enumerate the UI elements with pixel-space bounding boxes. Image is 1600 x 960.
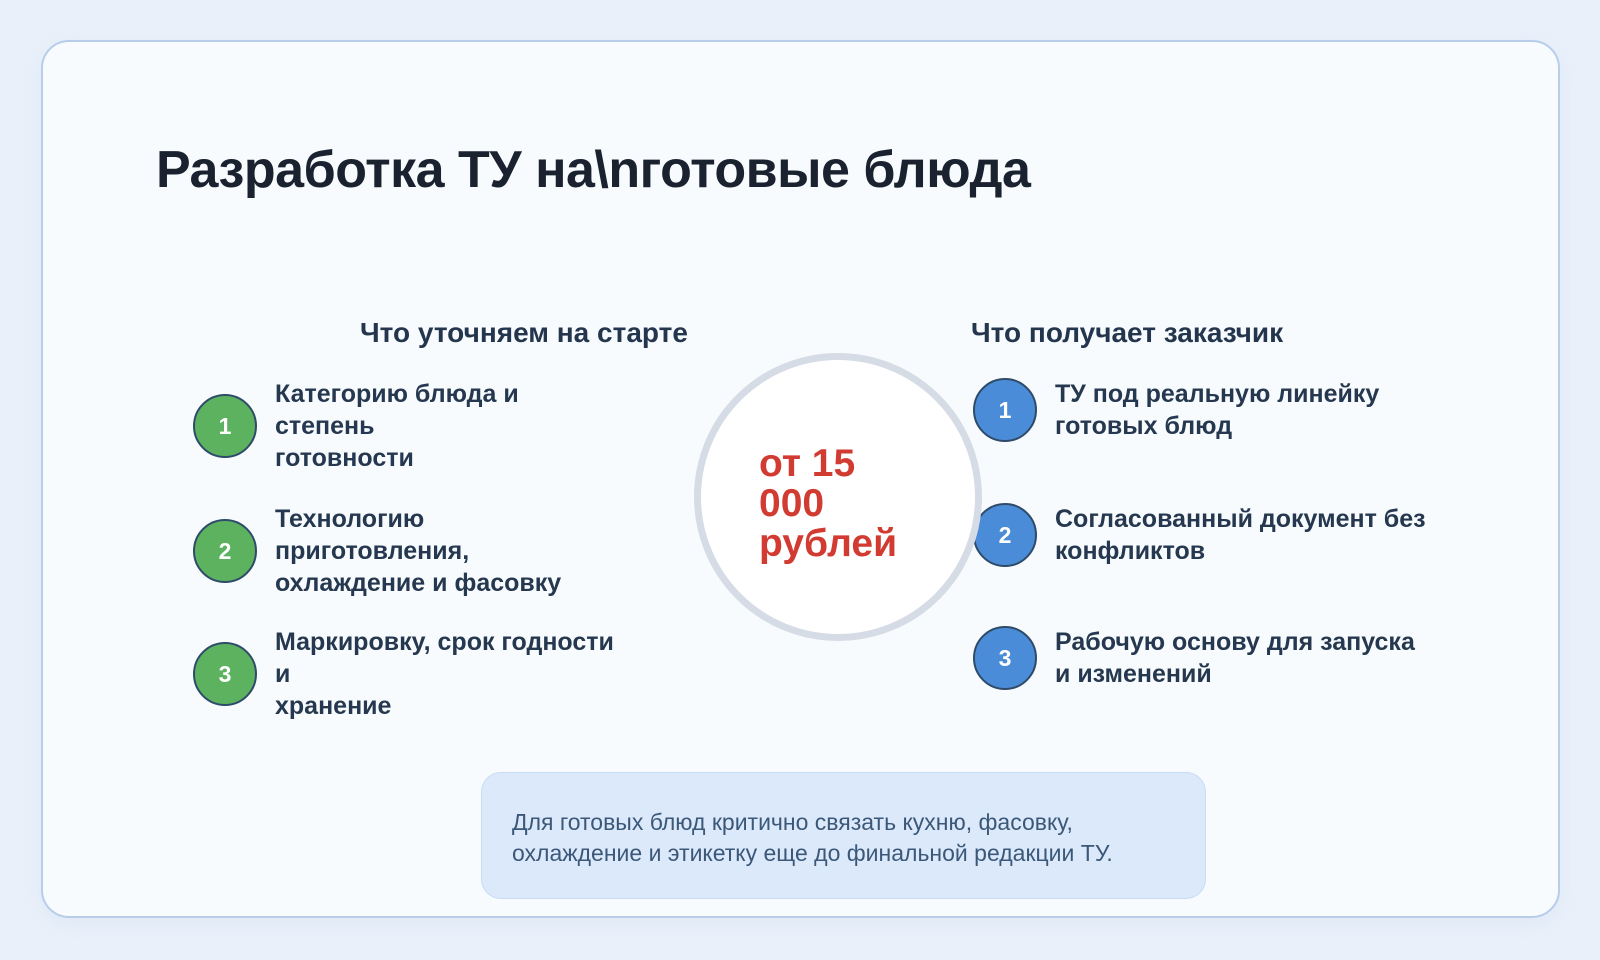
note-text: Для готовых блюд критично связать кухню,… bbox=[512, 809, 1113, 866]
right-item-3-number-badge: 3 bbox=[973, 626, 1037, 690]
price-circle: от 15 000 рублей bbox=[694, 353, 982, 641]
right-column-header: Что получает заказчик bbox=[971, 317, 1284, 348]
left-item-2: 2 Технологию приготовления, охлаждение и… bbox=[193, 503, 625, 599]
slide-card: Разработка ТУ на\nготовые блюда Что уточ… bbox=[41, 40, 1560, 918]
right-item-3-text: Рабочую основу для запуска и изменений bbox=[1055, 628, 1415, 688]
right-item-3: 3 Рабочую основу для запуска и изменений bbox=[973, 626, 1430, 690]
left-item-3-number-badge: 3 bbox=[193, 642, 257, 706]
right-item-2-text: Согласованный документ без конфликтов bbox=[1055, 505, 1426, 565]
left-item-1-text: Категорию блюда и степень готовности bbox=[275, 380, 519, 472]
left-item-1-number-badge: 1 bbox=[193, 394, 257, 458]
left-item-2-text: Технологию приготовления, охлаждение и ф… bbox=[275, 505, 562, 597]
right-item-1: 1 ТУ под реальную линейку готовых блюд bbox=[973, 378, 1430, 442]
left-item-1: 1 Категорию блюда и степень готовности bbox=[193, 378, 625, 474]
left-column-header: Что уточняем на старте bbox=[360, 317, 688, 348]
right-item-1-number-badge: 1 bbox=[973, 378, 1037, 442]
right-item-2-number-badge: 2 bbox=[973, 503, 1037, 567]
price-text: от 15 000 рублей bbox=[759, 442, 898, 565]
right-item-1-text: ТУ под реальную линейку готовых блюд bbox=[1055, 380, 1380, 440]
right-item-2: 2 Согласованный документ без конфликтов bbox=[973, 503, 1430, 567]
page-title: Разработка ТУ на\nготовые блюда bbox=[156, 141, 1031, 199]
note-box: Для готовых блюд критично связать кухню,… bbox=[481, 772, 1206, 899]
left-item-3: 3 Маркировку, срок годности и хранение bbox=[193, 626, 625, 722]
left-item-3-text: Маркировку, срок годности и хранение bbox=[275, 628, 614, 720]
left-item-2-number-badge: 2 bbox=[193, 519, 257, 583]
